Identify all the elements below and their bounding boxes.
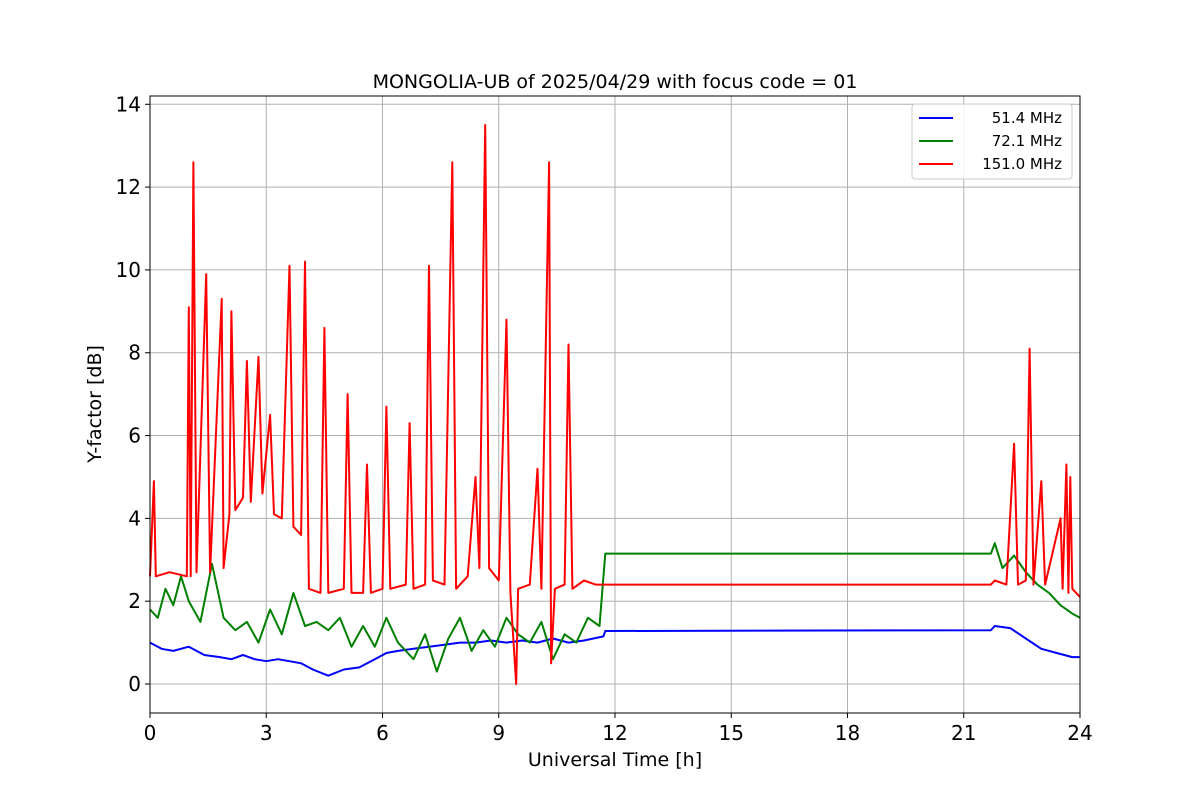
y-tick-label: 14 bbox=[116, 92, 141, 116]
legend-label: 72.1 MHz bbox=[992, 132, 1062, 150]
x-tick-label: 12 bbox=[602, 721, 627, 745]
legend-label: 151.0 MHz bbox=[982, 155, 1062, 173]
y-tick-label: 12 bbox=[116, 175, 141, 199]
series-line-72-1-mhz bbox=[149, 542, 1081, 673]
x-tick-label: 18 bbox=[835, 721, 860, 745]
y-tick-label: 6 bbox=[128, 424, 141, 448]
legend-box bbox=[911, 103, 1073, 180]
x-tick-label: 21 bbox=[951, 721, 976, 745]
x-tick-label: 15 bbox=[719, 721, 744, 745]
x-axis-label: Universal Time [h] bbox=[528, 749, 702, 771]
legend-label: 51.4 MHz bbox=[992, 109, 1062, 127]
x-tick-label: 6 bbox=[376, 721, 389, 745]
x-tick-label: 24 bbox=[1067, 721, 1092, 745]
y-tick-label: 8 bbox=[128, 341, 141, 365]
chart-title: MONGOLIA-UB of 2025/04/29 with focus cod… bbox=[373, 71, 858, 93]
x-tick-label: 0 bbox=[144, 721, 157, 745]
legend-items: 51.4 MHz 72.1 MHz 151.0 MHz bbox=[919, 109, 1062, 173]
y-tick-label: 10 bbox=[116, 258, 141, 282]
y-tick-label: 2 bbox=[128, 589, 141, 613]
x-tick-label: 3 bbox=[260, 721, 273, 745]
legend: 51.4 MHz 72.1 MHz 151.0 MHz bbox=[911, 103, 1073, 180]
y-tick-label: 4 bbox=[128, 506, 141, 530]
y-axis-label: Y-factor [dB] bbox=[84, 345, 106, 464]
series-line-51-4-mhz bbox=[149, 625, 1080, 677]
series-group bbox=[149, 124, 1081, 685]
y-tick-label: 0 bbox=[128, 672, 141, 696]
series-line-151-0-mhz bbox=[149, 124, 1081, 685]
x-tick-label: 9 bbox=[492, 721, 505, 745]
